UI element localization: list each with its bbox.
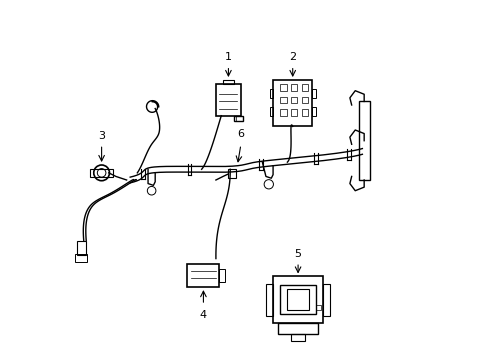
Bar [323, 284, 329, 316]
Text: 3: 3 [98, 131, 105, 141]
Bar [187, 264, 219, 287]
Bar [228, 169, 235, 178]
Bar [233, 116, 242, 121]
Bar [272, 80, 312, 126]
Bar [269, 89, 272, 98]
Bar [280, 109, 286, 116]
Bar [90, 168, 113, 177]
Bar [290, 334, 305, 341]
Text: 2: 2 [288, 52, 296, 62]
Bar [301, 109, 307, 116]
Bar [269, 107, 272, 116]
Bar [287, 289, 308, 310]
Bar [301, 97, 307, 103]
Text: 4: 4 [200, 310, 206, 320]
Bar [358, 102, 369, 180]
Bar [280, 285, 315, 314]
Bar [280, 84, 286, 91]
Bar [219, 269, 224, 282]
Bar [312, 107, 315, 116]
Bar [280, 97, 286, 103]
Bar [278, 323, 317, 334]
Bar [312, 89, 315, 98]
Bar [315, 305, 321, 310]
Bar [216, 84, 241, 116]
Bar [290, 97, 297, 103]
Bar [301, 84, 307, 91]
Text: 1: 1 [224, 52, 231, 62]
Bar [223, 80, 233, 84]
Bar [265, 284, 272, 316]
Bar [77, 241, 85, 255]
Bar [290, 84, 297, 91]
Bar [272, 276, 323, 323]
Bar [290, 109, 297, 116]
Text: 5: 5 [294, 249, 301, 258]
Bar [75, 254, 87, 262]
Text: 6: 6 [237, 129, 244, 139]
